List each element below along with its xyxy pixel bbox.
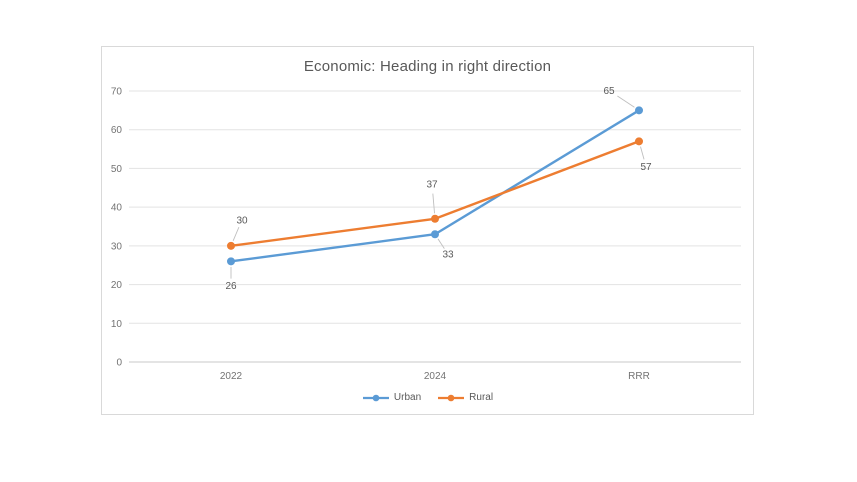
legend-item-urban: Urban bbox=[362, 392, 421, 403]
data-point-marker-urban bbox=[431, 230, 439, 239]
data-label: 37 bbox=[426, 179, 438, 190]
line-chart: 0 10 20 30 40 50 60 70 2022 2024 RRR 26 33 65 30 37 57 E… bbox=[101, 46, 754, 415]
data-label-leader-line bbox=[617, 95, 635, 108]
data-label: 26 bbox=[225, 281, 237, 292]
data-label-leader-line bbox=[640, 146, 645, 160]
y-tick-label: 60 bbox=[111, 125, 123, 136]
legend-label: Rural bbox=[469, 392, 494, 403]
y-tick-label: 70 bbox=[111, 87, 123, 98]
chart-title: Economic: Heading in right direction bbox=[303, 58, 552, 75]
data-point-marker-rural bbox=[431, 214, 439, 223]
y-tick-label: 20 bbox=[111, 280, 123, 291]
legend-label: Urban bbox=[393, 392, 422, 403]
plot-area: 0 10 20 30 40 50 60 70 2022 2024 RRR 26 33 65 30 37 57 bbox=[111, 86, 741, 382]
data-label: 30 bbox=[236, 215, 248, 226]
data-point-marker-rural bbox=[227, 241, 235, 250]
series-line-rural bbox=[229, 140, 641, 248]
data-label: 65 bbox=[603, 86, 615, 97]
data-label-leader-line bbox=[232, 226, 240, 241]
data-point-marker-rural bbox=[635, 137, 643, 146]
y-tick-label: 40 bbox=[111, 203, 123, 214]
x-tick-label: RRR bbox=[628, 371, 650, 382]
y-tick-label: 30 bbox=[111, 241, 123, 252]
x-tick-label: 2024 bbox=[424, 371, 447, 382]
x-tick-label: 2022 bbox=[220, 371, 243, 382]
legend-marker-icon bbox=[438, 394, 465, 401]
data-point-marker-urban bbox=[227, 257, 235, 266]
data-label-leader-line bbox=[437, 238, 445, 249]
y-tick-label: 0 bbox=[116, 358, 122, 369]
y-tick-label: 50 bbox=[111, 164, 123, 175]
data-point-marker-urban bbox=[635, 106, 643, 115]
data-label: 57 bbox=[640, 162, 652, 173]
y-tick-label: 10 bbox=[111, 319, 123, 330]
data-label: 33 bbox=[442, 250, 454, 261]
legend-marker-icon bbox=[362, 394, 389, 401]
data-label-leader-line bbox=[432, 193, 435, 214]
legend-item-rural: Rural bbox=[437, 392, 493, 403]
legend: Urban Rural bbox=[102, 392, 753, 403]
